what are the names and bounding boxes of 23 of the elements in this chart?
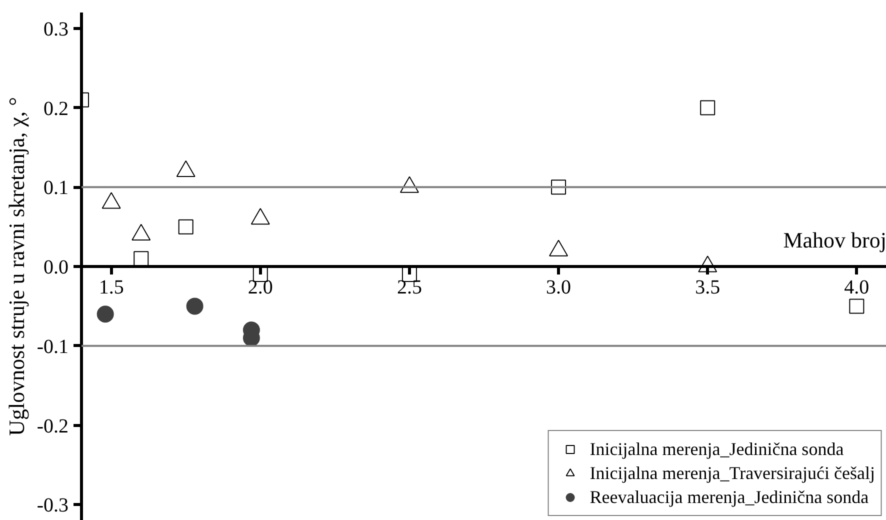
point [700,100,716,116]
legend-label: Inicijalna merenja_Jedinična sonda [590,438,844,461]
y-tick-label: 0.3 [44,18,68,40]
y-tick-label: -0.1 [36,336,69,358]
x-tick-label: 3.5 [695,276,720,298]
y-tick-label: -0.3 [36,494,69,517]
y-tick-label: 0.0 [44,256,68,278]
point [96,306,114,323]
x-tick-label: 1.5 [98,276,124,298]
point [178,219,194,234]
point [134,251,149,266]
x-tick-label: 2.0 [248,276,273,298]
legend-label: Inicijalna merenja_Traversirajući češalj [590,462,875,485]
x-tick-label: 3.0 [546,276,572,298]
y-tick-label: 0.2 [44,98,68,120]
point [186,298,204,315]
y-axis-title: Uglovnost struje u ravni skretanja, χ, ° [4,97,29,436]
legend-label: Reevaluacija merenja_Jedinična sonda [590,486,869,509]
y-tick-label: -0.2 [36,415,69,438]
x-tick-label: 4.0 [844,276,870,298]
point [849,298,864,314]
y-tick-label: 0.1 [44,177,68,200]
x-axis-title: Mahov broj [783,228,886,252]
